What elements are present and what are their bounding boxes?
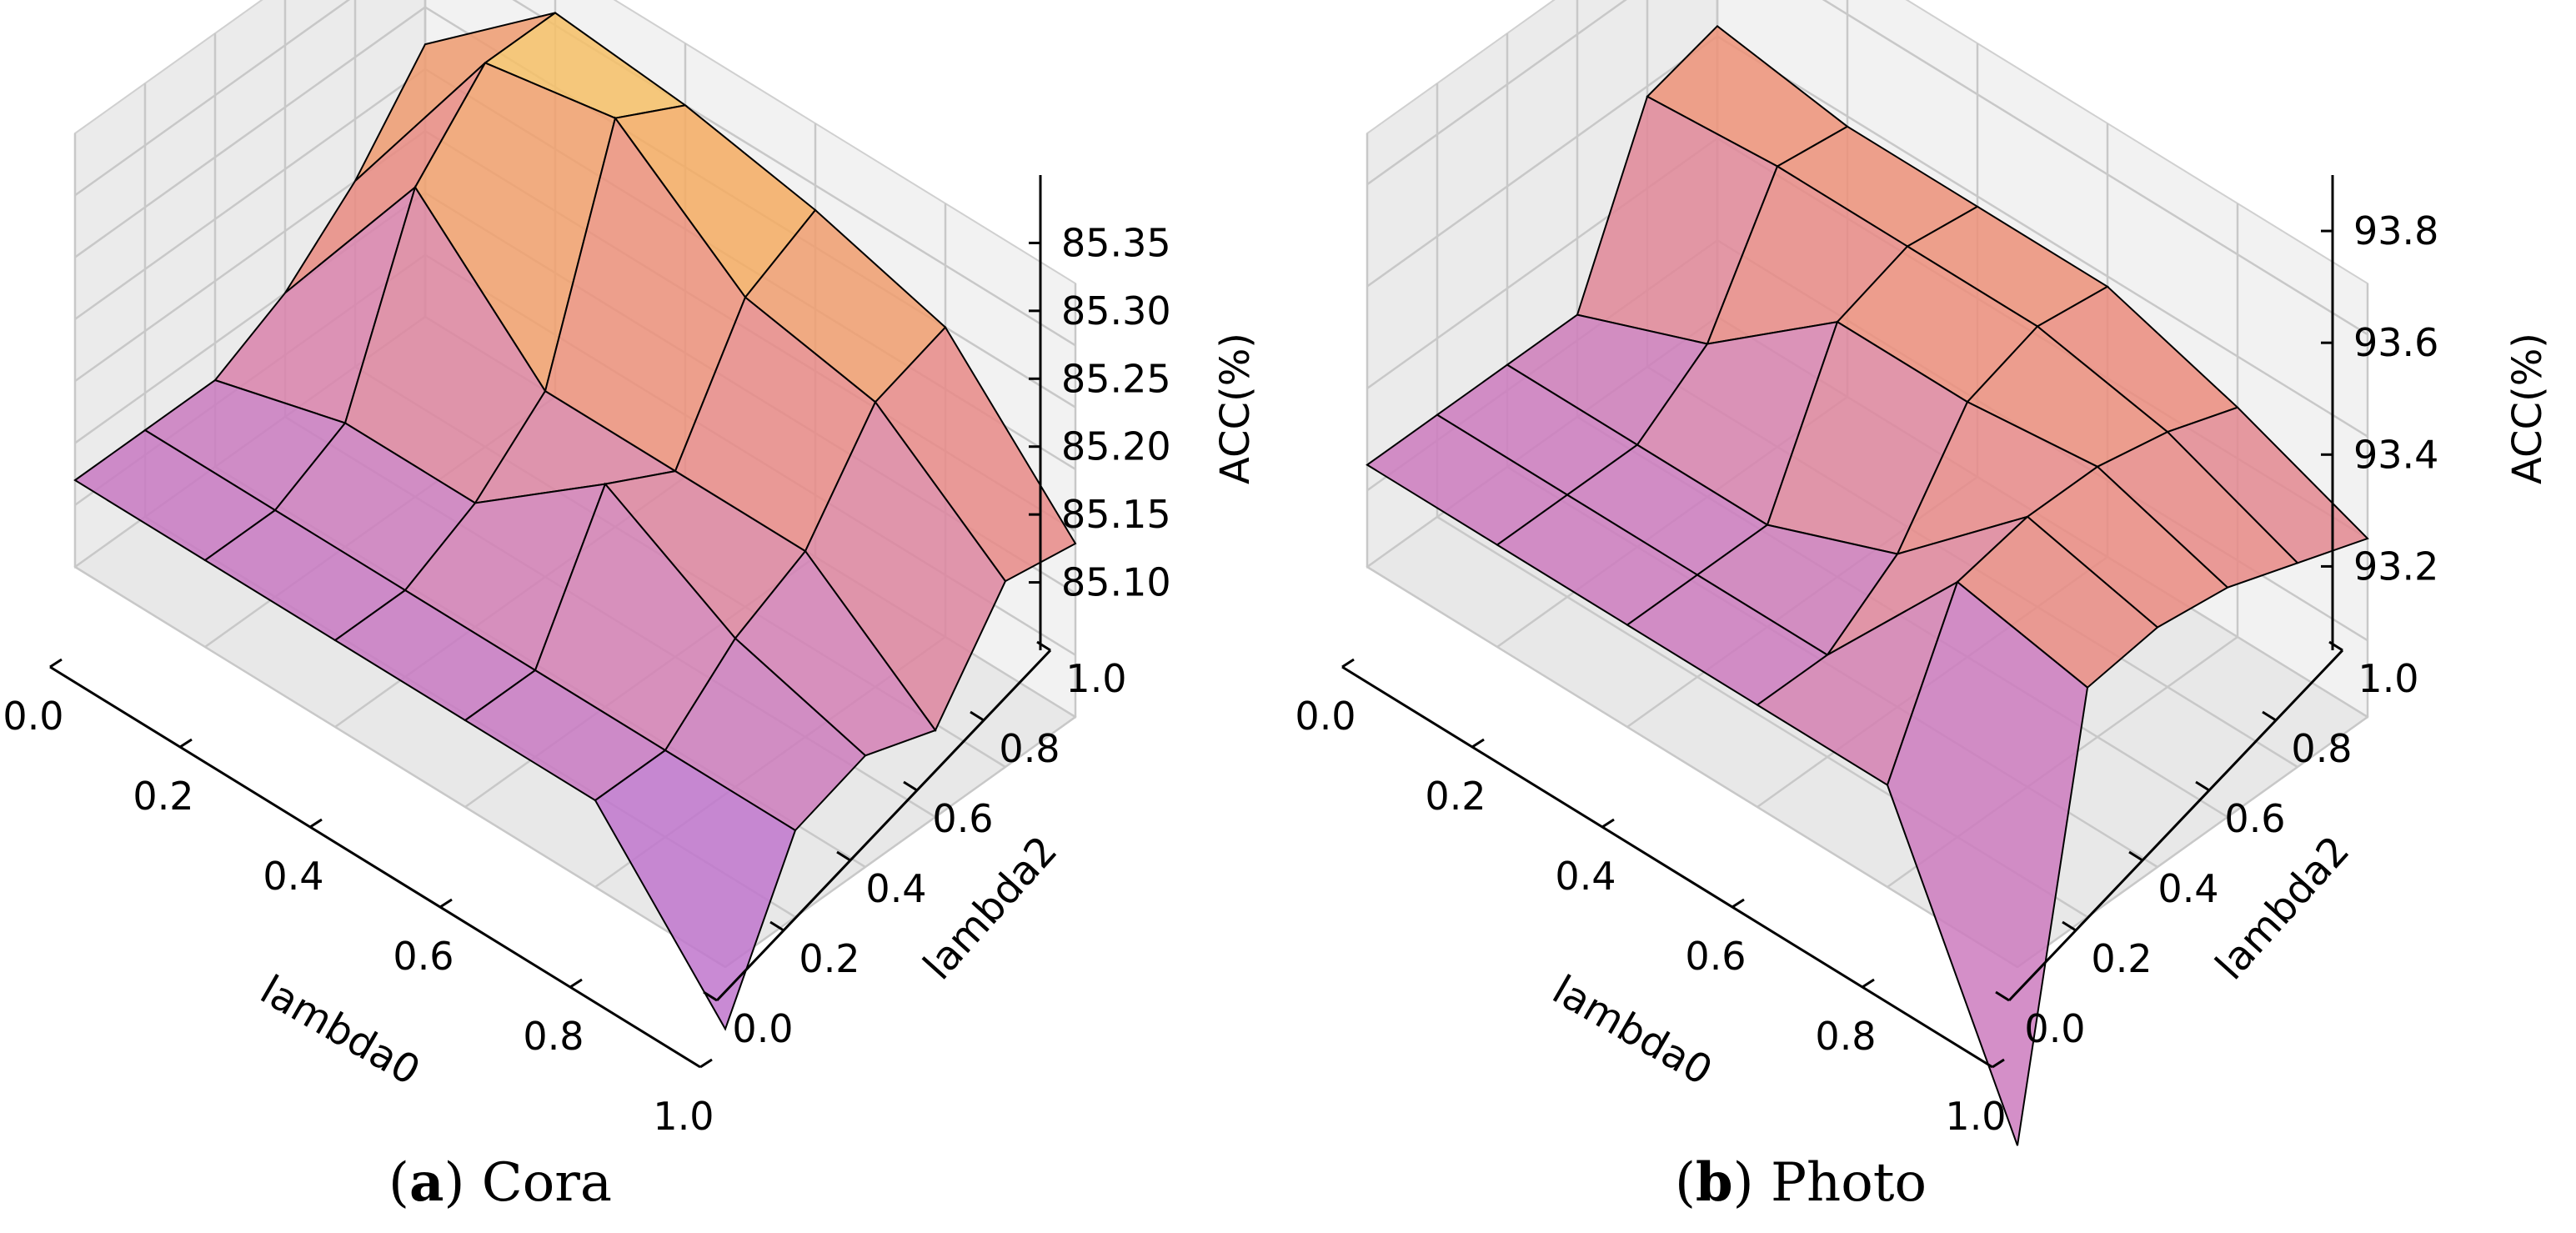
grid-line <box>74 0 1076 347</box>
y-axis-label: lambda2 <box>915 827 1066 989</box>
z-tick-label: 85.10 <box>1061 560 1171 605</box>
z-axis-label: ACC(%) <box>2504 333 2551 484</box>
y-axis-line <box>715 649 1052 1002</box>
x-tick <box>49 658 63 669</box>
y-tick <box>2262 710 2277 722</box>
x-tick <box>1471 738 1485 749</box>
y-tick <box>903 780 918 792</box>
caption-a: (a) Cora <box>388 1151 612 1214</box>
surface <box>1366 24 2369 1146</box>
x-tick <box>439 898 453 909</box>
y-tick-label: 0.8 <box>999 726 1060 771</box>
x-tick <box>179 738 193 749</box>
y-tick <box>970 710 985 722</box>
z-tick-label: 85.20 <box>1061 424 1171 469</box>
surface <box>73 12 1077 1031</box>
y-tick-label: 0.6 <box>932 796 993 841</box>
y-tick <box>2195 780 2210 792</box>
z-tick-label: 93.4 <box>2353 432 2438 477</box>
y-tick-label: 0.6 <box>2224 796 2285 841</box>
y-tick-label: 0.2 <box>2091 936 2152 981</box>
y-tick-label: 0.0 <box>2024 1006 2085 1051</box>
surface-facet <box>1886 580 2089 1146</box>
z-tick-label: 85.35 <box>1061 220 1171 265</box>
z-tick-label: 93.8 <box>2353 208 2438 253</box>
surface-facet <box>594 749 797 1031</box>
y-axis-line <box>2007 649 2344 1002</box>
x-tick-label: 1.0 <box>653 1094 714 1139</box>
x-axis-label: lambda0 <box>253 966 428 1095</box>
x-tick <box>1341 658 1355 669</box>
x-tick-label: 0.4 <box>263 854 323 899</box>
y-tick-label: 1.0 <box>1065 656 1126 701</box>
y-tick-label: 0.4 <box>865 866 926 911</box>
grid-line <box>74 565 726 969</box>
x-tick-label: 0.0 <box>3 694 63 739</box>
x-tick-label: 0.2 <box>1425 774 1486 819</box>
z-tick-label: 85.25 <box>1061 356 1171 401</box>
z-axis-label: ACC(%) <box>1212 333 1259 484</box>
x-tick-label: 0.4 <box>1555 854 1616 899</box>
y-tick-label: 0.4 <box>2158 866 2218 911</box>
grid-line <box>1366 0 2368 336</box>
x-tick <box>1992 1058 2005 1069</box>
y-tick <box>2062 920 2077 932</box>
y-tick <box>1995 990 2010 1002</box>
x-tick <box>1732 898 1745 909</box>
z-axis: 93.2 93.4 93.6 93.8 ACC(%) <box>2321 175 2551 650</box>
x-tick-label: 1.0 <box>1945 1094 2006 1139</box>
y-tick <box>769 920 784 932</box>
x-tick-label: 0.6 <box>1685 934 1746 979</box>
y-tick-label: 0.8 <box>2291 726 2352 771</box>
y-tick <box>2128 850 2143 862</box>
y-axis-label: lambda2 <box>2207 827 2358 989</box>
y-tick <box>703 990 718 1002</box>
y-tick <box>836 850 851 862</box>
y-tick-label: 1.0 <box>2358 656 2418 701</box>
x-tick <box>1601 818 1615 829</box>
x-tick-label: 0.2 <box>133 774 193 819</box>
x-tick <box>309 818 323 829</box>
caption-b: (b) Photo <box>1675 1151 1927 1214</box>
x-tick-label: 0.8 <box>523 1014 584 1059</box>
z-tick-label: 93.2 <box>2353 544 2438 589</box>
z-axis: 85.10 85.15 85.20 85.25 85.30 85.35 ACC(%) <box>1029 175 1259 650</box>
grid-line <box>2017 715 2368 969</box>
x-axis-line <box>49 665 701 1069</box>
z-tick-label: 93.6 <box>2353 320 2438 365</box>
x-tick-label: 0.8 <box>1815 1014 1876 1059</box>
x-tick-label: 0.0 <box>1295 694 1356 739</box>
x-tick <box>1862 978 1875 989</box>
x-tick-label: 0.6 <box>393 934 454 979</box>
y-tick-label: 0.2 <box>799 936 860 981</box>
x-axis-label: lambda0 <box>1545 966 1720 1095</box>
x-axis-line <box>1341 665 1993 1069</box>
grid-line <box>724 715 1076 969</box>
z-tick-label: 85.30 <box>1061 288 1171 333</box>
z-tick-label: 85.15 <box>1061 492 1171 537</box>
y-tick-label: 0.0 <box>732 1006 793 1051</box>
x-tick <box>699 1058 713 1069</box>
x-tick <box>569 978 583 989</box>
grid-line <box>1366 565 2018 969</box>
